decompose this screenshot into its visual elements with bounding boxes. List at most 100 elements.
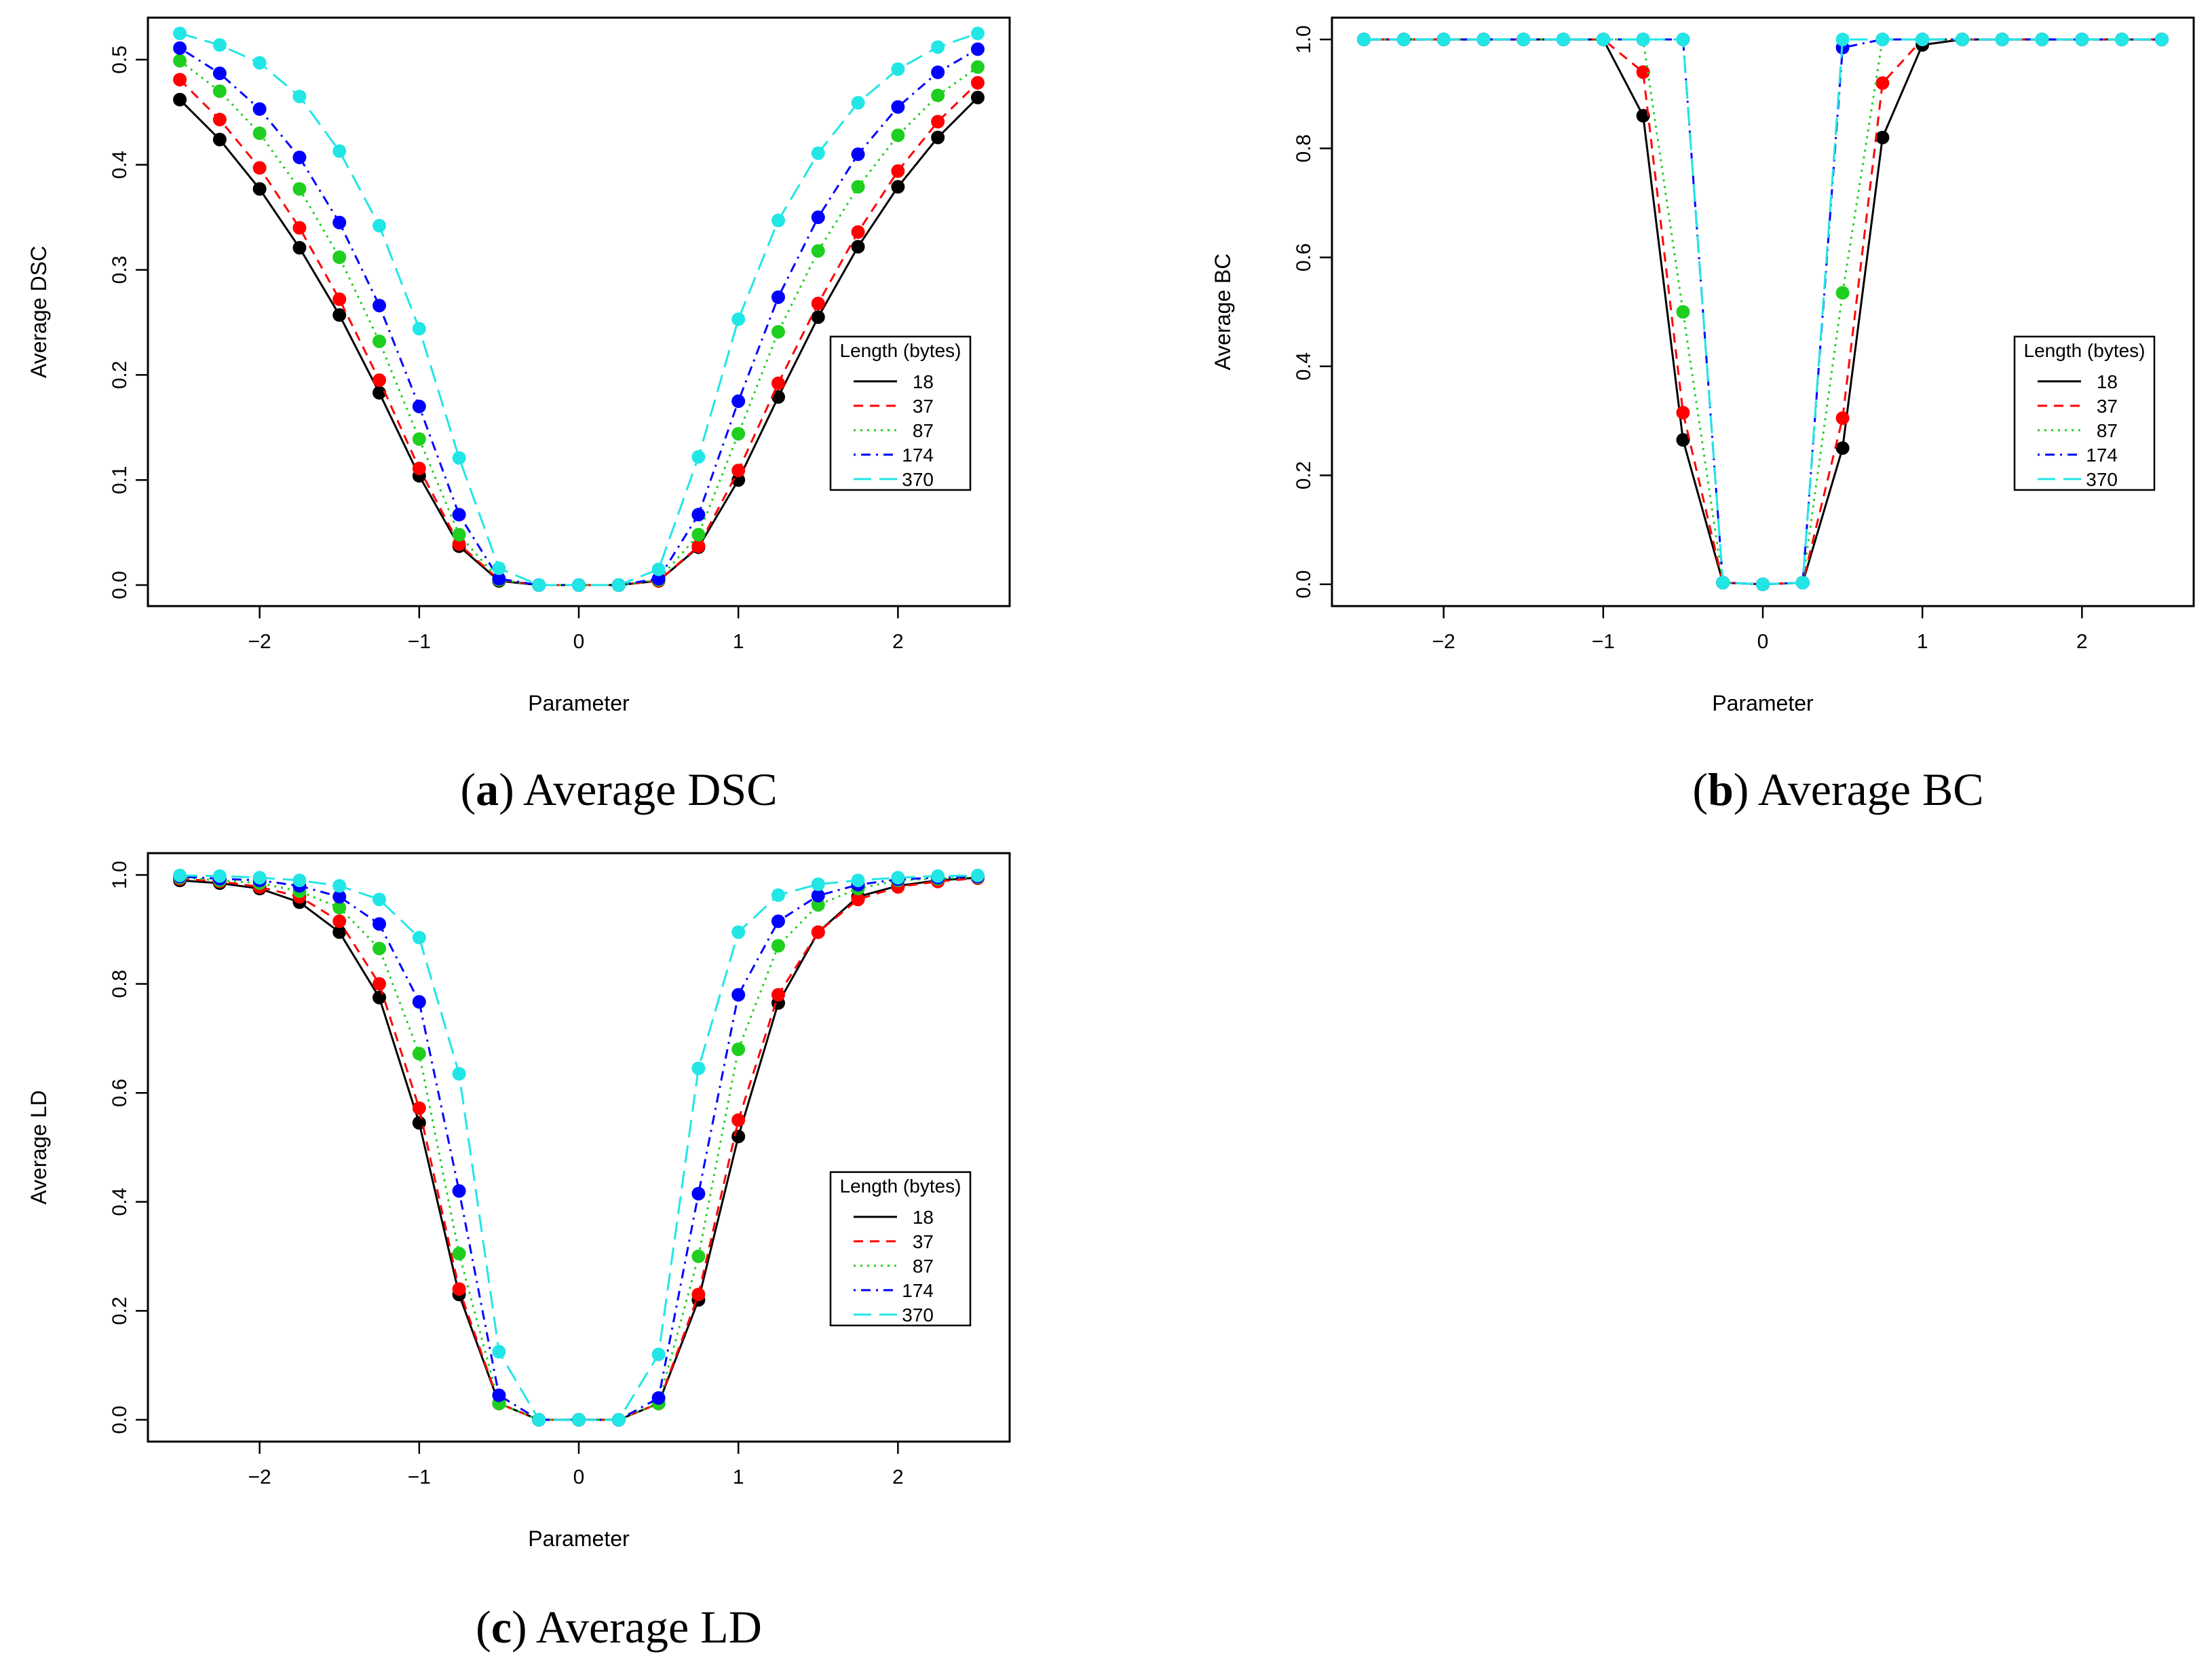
series-line-18 bbox=[1364, 38, 2162, 586]
legend-label-174: 174 bbox=[902, 445, 934, 466]
data-point bbox=[691, 1062, 706, 1076]
series-line-174 bbox=[1364, 38, 2162, 586]
data-point bbox=[611, 1412, 626, 1427]
data-point bbox=[2075, 33, 2089, 47]
data-point bbox=[292, 221, 307, 235]
data-point bbox=[891, 164, 905, 179]
data-point bbox=[851, 225, 865, 239]
data-point bbox=[970, 42, 985, 56]
data-point bbox=[332, 308, 347, 322]
y-tick-label: 0.0 bbox=[1293, 570, 1315, 599]
data-point bbox=[731, 1113, 746, 1127]
data-point bbox=[970, 868, 985, 882]
data-point bbox=[651, 1391, 666, 1405]
x-tick-label: 2 bbox=[2076, 631, 2088, 653]
series-37 bbox=[173, 871, 985, 1427]
data-point bbox=[811, 210, 825, 225]
data-point bbox=[412, 399, 426, 413]
data-point bbox=[292, 150, 307, 164]
data-point bbox=[452, 1247, 466, 1261]
series-line-174 bbox=[179, 47, 978, 586]
y-tick-label: 0.6 bbox=[1293, 243, 1315, 271]
series-370 bbox=[1357, 33, 2169, 591]
legend-label-87: 87 bbox=[2097, 420, 2118, 441]
series-line-174 bbox=[179, 876, 978, 1421]
data-point bbox=[691, 508, 706, 522]
y-tick-label: 0.8 bbox=[109, 970, 131, 998]
legend-label-87: 87 bbox=[913, 1256, 934, 1277]
data-point bbox=[1636, 33, 1650, 47]
caption-paren: ( bbox=[460, 764, 476, 815]
data-point bbox=[492, 571, 506, 586]
y-tick-label: 1.0 bbox=[1293, 25, 1315, 54]
data-point bbox=[292, 874, 307, 888]
data-point bbox=[1517, 33, 1531, 47]
data-point bbox=[771, 376, 785, 390]
data-point bbox=[412, 995, 426, 1009]
data-point bbox=[452, 527, 466, 542]
caption-title: Average BC bbox=[1758, 764, 1984, 815]
data-point bbox=[332, 215, 347, 229]
legend-title: Length (bytes) bbox=[2024, 340, 2146, 361]
data-point bbox=[212, 38, 227, 52]
x-tick-label: −2 bbox=[248, 1466, 271, 1488]
x-axis-title: Parameter bbox=[528, 1526, 630, 1551]
legend-label-174: 174 bbox=[2086, 445, 2118, 466]
data-point bbox=[731, 312, 746, 326]
chart-panel-b: −2 −1 0 1 2 0.0 0.2 0.4 0.6 0.8 1.0 Parameter Averag… bbox=[1210, 16, 2195, 815]
data-point bbox=[1995, 33, 2009, 47]
data-point bbox=[373, 893, 387, 907]
series-18 bbox=[1357, 33, 2169, 591]
data-point bbox=[891, 871, 905, 885]
data-point bbox=[1436, 33, 1451, 47]
series-370 bbox=[173, 26, 985, 593]
x-tick-label: −2 bbox=[248, 631, 271, 653]
y-tick-label: 0.3 bbox=[109, 256, 131, 284]
data-point bbox=[2154, 33, 2169, 47]
data-point bbox=[332, 901, 347, 915]
data-point bbox=[931, 40, 945, 54]
data-point bbox=[691, 527, 706, 542]
data-point bbox=[332, 144, 347, 158]
y-tick-label: 0.2 bbox=[1293, 461, 1315, 489]
series-174 bbox=[173, 869, 985, 1427]
x-tick-label: 2 bbox=[892, 1466, 904, 1488]
data-point bbox=[891, 100, 905, 114]
data-point bbox=[212, 113, 227, 127]
y-tick-label: 0.5 bbox=[109, 45, 131, 74]
data-point bbox=[492, 1345, 506, 1359]
data-point bbox=[332, 914, 347, 928]
y-tick-label: 0.8 bbox=[1293, 134, 1315, 163]
legend: Length (bytes) 18 37 87 174 370 bbox=[829, 1171, 972, 1327]
data-point bbox=[771, 914, 785, 928]
data-point bbox=[851, 180, 865, 194]
x-tick-label: 1 bbox=[733, 1466, 744, 1488]
data-point bbox=[771, 390, 785, 404]
legend-box bbox=[2013, 335, 2156, 491]
data-point bbox=[373, 299, 387, 313]
data-point bbox=[851, 893, 865, 907]
legend-label-174: 174 bbox=[902, 1280, 934, 1301]
data-point bbox=[691, 450, 706, 464]
legend-box bbox=[829, 335, 972, 491]
data-point bbox=[651, 562, 666, 576]
data-point bbox=[1955, 33, 1969, 47]
data-point bbox=[811, 925, 825, 939]
y-tick-label: 0.4 bbox=[1293, 352, 1315, 381]
legend-label-87: 87 bbox=[913, 420, 934, 441]
y-tick-label: 0.2 bbox=[109, 361, 131, 390]
legend: Length (bytes) 18 37 87 174 370 bbox=[2013, 335, 2156, 491]
y-axis-title: Average DSC bbox=[26, 246, 51, 378]
series-18 bbox=[173, 871, 985, 1427]
y-tick-label: 1.0 bbox=[109, 861, 131, 889]
data-point bbox=[811, 877, 825, 891]
data-point bbox=[1875, 130, 1890, 145]
data-point bbox=[891, 62, 905, 76]
data-point bbox=[412, 1047, 426, 1061]
series-line-18 bbox=[179, 876, 978, 1421]
data-point bbox=[771, 324, 785, 339]
x-tick-label: 0 bbox=[1757, 631, 1769, 653]
data-point bbox=[173, 73, 187, 87]
data-point bbox=[452, 1282, 466, 1296]
y-tick-label: 0.6 bbox=[109, 1078, 131, 1107]
